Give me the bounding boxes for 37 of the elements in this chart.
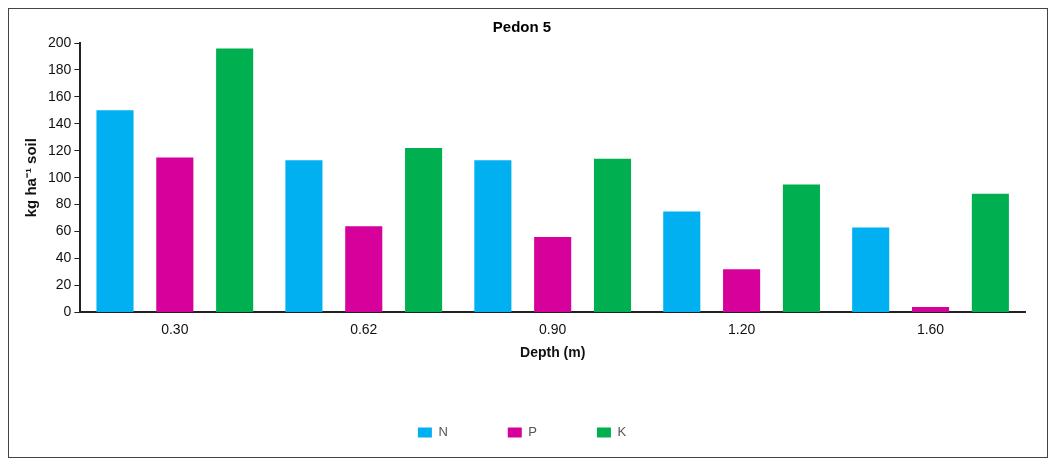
- legend-label: N: [438, 424, 448, 440]
- bar: [971, 193, 1009, 312]
- bar: [96, 110, 134, 312]
- bar: [216, 48, 254, 312]
- chart-title: Pedon 5: [492, 18, 552, 36]
- y-tick-label: 0: [63, 303, 72, 320]
- bar: [474, 160, 512, 312]
- bar: [285, 160, 323, 312]
- bar: [534, 236, 572, 312]
- y-tick-label: 40: [55, 249, 72, 266]
- y-tick-label: 60: [55, 222, 72, 239]
- x-tick-label: 0.30: [161, 320, 189, 337]
- y-tick-label: 180: [48, 60, 72, 77]
- y-tick-label: 160: [48, 87, 72, 104]
- bar: [852, 227, 890, 312]
- legend-label: P: [528, 424, 537, 440]
- x-tick-label: 0.62: [350, 320, 378, 337]
- bar: [911, 307, 950, 312]
- bar: [405, 148, 443, 312]
- bar: [663, 211, 701, 312]
- y-tick-label: 20: [55, 276, 72, 293]
- y-axis-title: kg ha⁻¹ soil: [22, 138, 40, 218]
- x-tick-label: 1.60: [916, 320, 945, 337]
- bar: [593, 158, 632, 312]
- y-tick-label: 100: [48, 168, 72, 185]
- x-tick-label: 0.90: [539, 320, 567, 337]
- y-tick-label: 120: [48, 141, 72, 158]
- bar: [782, 184, 820, 312]
- bar: [723, 269, 761, 312]
- y-tick-label: 200: [48, 33, 72, 50]
- bar: [345, 226, 383, 312]
- y-tick-label: 140: [48, 114, 72, 131]
- legend-label: K: [617, 424, 627, 440]
- bar: [156, 157, 194, 312]
- x-tick-label: 1.20: [727, 320, 756, 337]
- x-axis-title: Depth (m): [520, 344, 586, 361]
- y-tick-label: 80: [55, 195, 72, 212]
